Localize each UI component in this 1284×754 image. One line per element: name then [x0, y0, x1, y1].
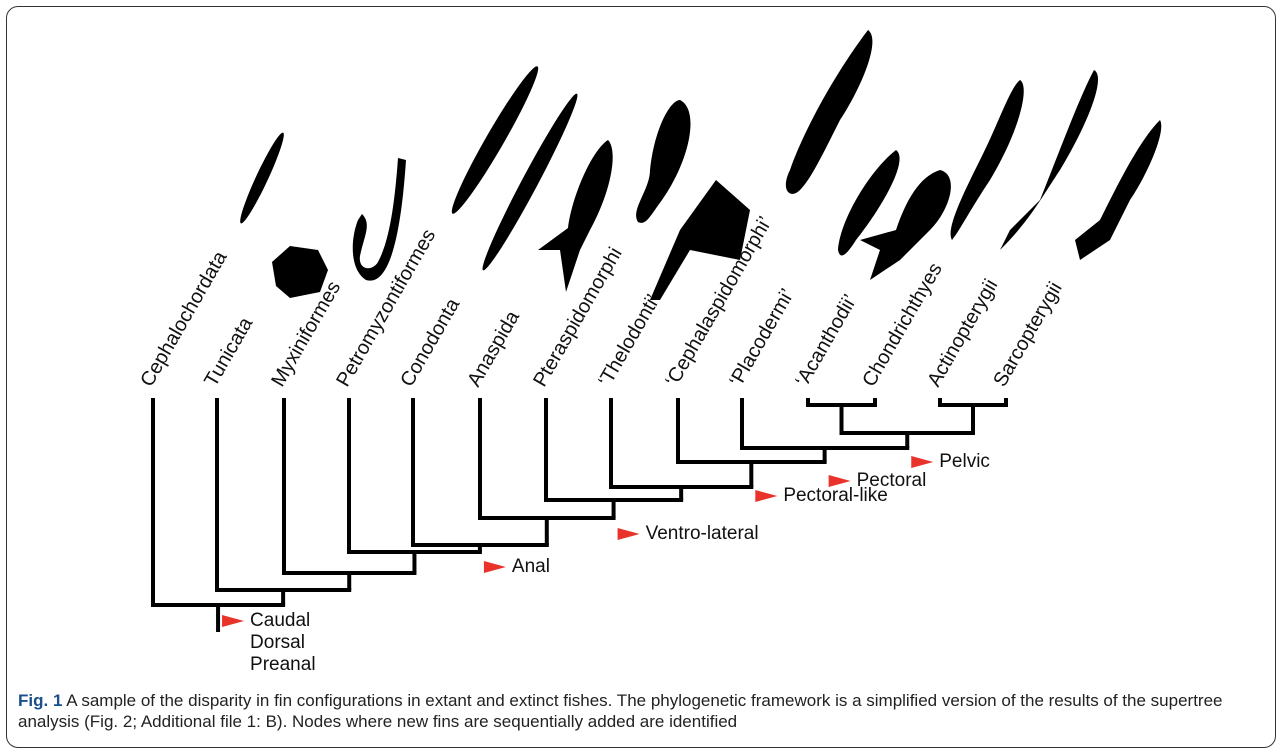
taxon-label: Tunicata: [200, 313, 257, 391]
node-label: Pectoral-like: [783, 485, 888, 506]
taxon-label: Anaspida: [463, 307, 524, 391]
taxon-label: ‘Acanthodii’: [791, 291, 861, 391]
fin-arrow: [618, 528, 640, 540]
fin-arrow: [911, 456, 933, 468]
fin-arrow: [484, 561, 506, 573]
fin-arrow: [755, 490, 777, 502]
node-label: Pelvic: [939, 451, 990, 472]
taxon-label: ‘Placodermi’: [725, 285, 799, 390]
silhouettes: [235, 30, 1161, 300]
node-label: Preanal: [250, 654, 316, 675]
node-label: Dorsal: [250, 632, 305, 653]
taxon-label: Sarcopterygii: [989, 278, 1066, 390]
tree-lines: [151, 398, 1008, 632]
node-label: Anal: [512, 556, 550, 577]
caption-label: Fig. 1: [18, 691, 62, 710]
taxon-label: Conodonta: [396, 294, 464, 391]
caption: Fig. 1 A sample of the disparity in fin …: [18, 690, 1268, 732]
node-label: Caudal: [250, 610, 310, 631]
fin-arrow: [222, 615, 244, 627]
taxon-label: Actinopterygii: [923, 276, 1002, 391]
caption-text: A sample of the disparity in fin configu…: [18, 691, 1223, 731]
taxon-label: ‘Thelodonti’: [594, 291, 664, 391]
node-label: Ventro-lateral: [646, 523, 759, 544]
